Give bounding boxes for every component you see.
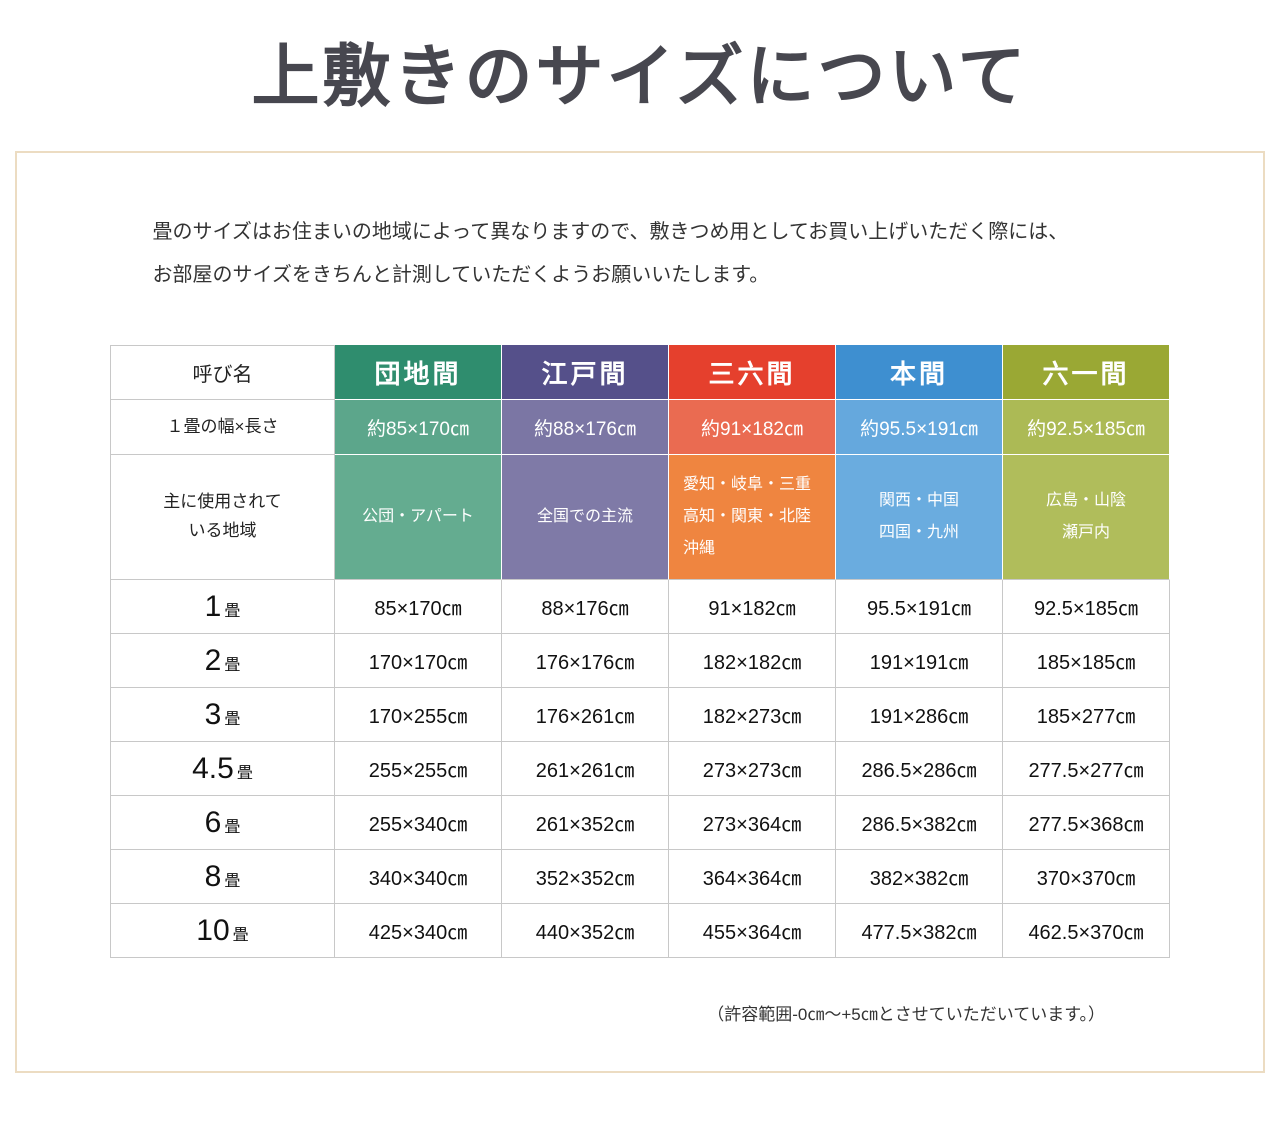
value-cell: 88×176㎝ [502,580,669,635]
row-label-unit: 畳 [224,710,241,728]
row-label-num: 3 [204,697,222,731]
row-label-unit: 畳 [224,872,241,890]
row-label: 10 畳 [110,904,335,959]
value-cell: 261×352㎝ [502,796,669,851]
value-cell: 273×273㎝ [669,742,836,797]
value-cell: 340×340㎝ [335,850,502,905]
row-label-unit: 畳 [232,926,249,944]
tolerance-footnote: （許容範囲-0㎝〜+5㎝とさせていただいています。） [707,1005,1105,1025]
value-cell: 191×286㎝ [836,688,1003,743]
value-cell: 462.5×370㎝ [1003,904,1170,959]
value-cell: 352×352㎝ [502,850,669,905]
value-cell: 364×364㎝ [669,850,836,905]
value-cell: 440×352㎝ [502,904,669,959]
value-cell: 261×261㎝ [502,742,669,797]
value-cell: 185×277㎝ [1003,688,1170,743]
size-cell: 約91×182㎝ [669,400,836,456]
size-cell: 約95.5×191㎝ [836,400,1003,456]
page-title: 上敷きのサイズについて [251,39,1029,115]
value-cell: 182×273㎝ [669,688,836,743]
row-label-unit: 畳 [224,818,241,836]
intro-line-2: お部屋のサイズをきちんと計測していただくようお願いいたします。 [152,264,770,287]
value-cell: 92.5×185㎝ [1003,580,1170,635]
value-cell: 91×182㎝ [669,580,836,635]
row-label-unit: 畳 [224,656,241,674]
value-cell: 382×382㎝ [836,850,1003,905]
row-label-num: 4.5 [192,751,234,785]
intro-line-1: 畳のサイズはお住まいの地域によって異なりますので、敷きつめ用としてお買い上げいた… [152,221,1069,244]
value-cell: 85×170㎝ [335,580,502,635]
column-header-rokuichima: 六一間 [1003,345,1170,401]
size-row-label: １畳の幅×長さ [110,400,335,456]
value-cell: 286.5×382㎝ [836,796,1003,851]
value-cell: 277.5×277㎝ [1003,742,1170,797]
column-header-edoma: 江戸間 [502,345,669,401]
value-cell: 255×255㎝ [335,742,502,797]
value-cell: 273×364㎝ [669,796,836,851]
value-cell: 176×261㎝ [502,688,669,743]
row-label-num: 8 [204,859,222,893]
region-row: 主に使用されて いる地域 公団・アパート 全国での主流 愛知・岐阜・三重 高知・… [110,455,1170,581]
region-cell: 広島・山陰 瀬戸内 [1003,455,1170,581]
region-cell: 公団・アパート [335,455,502,581]
row-label-num: 10 [196,913,230,947]
value-cell: 185×185㎝ [1003,634,1170,689]
table-header-row: 呼び名 団地間 江戸間 三六間 本間 六一間 [110,345,1170,401]
value-cell: 286.5×286㎝ [836,742,1003,797]
row-label: 4.5 畳 [110,742,335,797]
value-cell: 170×255㎝ [335,688,502,743]
value-cell: 477.5×382㎝ [836,904,1003,959]
size-cell: 約92.5×185㎝ [1003,400,1170,456]
value-cell: 425×340㎝ [335,904,502,959]
region-row-label: 主に使用されて いる地域 [110,455,335,581]
column-header-honma: 本間 [836,345,1003,401]
value-cell: 170×170㎝ [335,634,502,689]
value-cell: 370×370㎝ [1003,850,1170,905]
value-cell: 176×176㎝ [502,634,669,689]
content-box: 畳のサイズはお住まいの地域によって異なりますので、敷きつめ用としてお買い上げいた… [15,151,1265,1074]
column-header-danchima: 団地間 [335,345,502,401]
one-mat-size-row: １畳の幅×長さ 約85×170㎝ 約88×176㎝ 約91×182㎝ 約95.5… [110,400,1170,456]
value-cell: 277.5×368㎝ [1003,796,1170,851]
row-label-num: 2 [204,643,222,677]
tatami-size-table: 呼び名 団地間 江戸間 三六間 本間 六一間 １畳の幅×長さ 約85×170㎝ … [110,345,1170,959]
row-label-num: 1 [204,589,222,623]
table-row-10jo: 10 畳 425×340㎝ 440×352㎝ 455×364㎝ 477.5×382… [110,904,1170,959]
value-cell: 182×182㎝ [669,634,836,689]
value-cell: 191×191㎝ [836,634,1003,689]
region-cell: 愛知・岐阜・三重 高知・関東・北陸 沖縄 [669,455,836,581]
value-cell: 455×364㎝ [669,904,836,959]
row-label-unit: 畳 [224,602,241,620]
size-cell: 約88×176㎝ [502,400,669,456]
column-header-sabuma: 三六間 [669,345,836,401]
region-cell: 関西・中国 四国・九州 [836,455,1003,581]
value-cell: 255×340㎝ [335,796,502,851]
table-row-4-5jo: 4.5 畳 255×255㎝ 261×261㎝ 273×273㎝ 286.5×28… [110,742,1170,797]
row-label-num: 6 [204,805,222,839]
region-cell: 全国での主流 [502,455,669,581]
value-cell: 95.5×191㎝ [836,580,1003,635]
intro-text: 畳のサイズはお住まいの地域によって異なりますので、敷きつめ用としてお買い上げいた… [153,211,1128,297]
corner-label-cell: 呼び名 [110,345,335,401]
size-cell: 約85×170㎝ [335,400,502,456]
row-label-unit: 畳 [236,764,253,782]
